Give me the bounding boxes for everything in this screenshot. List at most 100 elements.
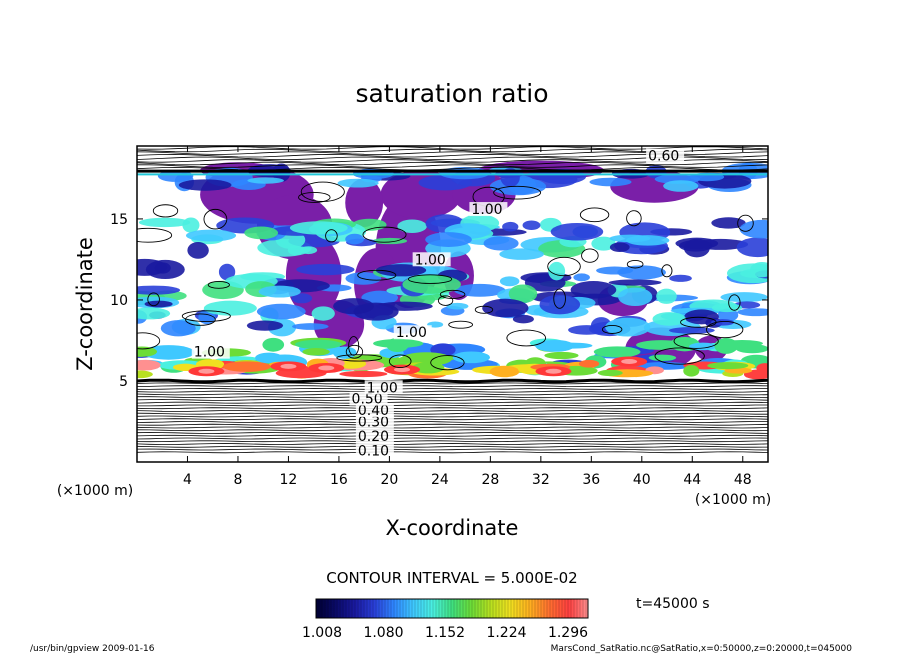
lower-band-blob xyxy=(386,337,409,353)
lower-band-hot-blob xyxy=(339,370,388,378)
cloud-band-blob xyxy=(157,170,194,182)
cloud-base-contour xyxy=(137,378,768,384)
cloud-band-blob xyxy=(425,232,472,247)
x-tick-label: 48 xyxy=(734,472,752,488)
red-core-highlight xyxy=(280,363,297,369)
cloud-band-blob xyxy=(668,326,715,334)
closed-contour xyxy=(506,329,547,347)
contour-line xyxy=(137,401,768,404)
x-tick-label: 8 xyxy=(233,472,242,488)
contour-label: 1.00 xyxy=(367,380,398,396)
closed-contour xyxy=(673,333,719,349)
closed-contour xyxy=(298,191,331,203)
x-tick-label: 20 xyxy=(380,472,398,488)
contour-line xyxy=(137,412,768,415)
contour-line xyxy=(137,443,768,445)
cloud-band-blob xyxy=(750,261,768,278)
y-tick-label: 5 xyxy=(119,374,128,390)
cloud-band-blob xyxy=(482,298,529,318)
colorbar-frame xyxy=(315,598,589,619)
lower-band-hot-blob xyxy=(707,362,749,370)
lower-band-blob xyxy=(593,346,641,358)
cloud-band-blob xyxy=(618,287,653,307)
red-core-highlight xyxy=(318,365,335,371)
contour-label: 1.00 xyxy=(471,202,502,218)
lower-band-hot-blob xyxy=(578,359,600,368)
closed-contour xyxy=(185,313,216,326)
red-core-highlight xyxy=(621,359,638,365)
lower-band-blob xyxy=(544,351,579,360)
cloud-band-blob xyxy=(311,306,335,321)
y-tick-label: 15 xyxy=(110,212,128,228)
contour-label: 0.50 xyxy=(352,392,383,408)
contour-line xyxy=(137,382,768,385)
cloud-band-blob xyxy=(291,323,329,330)
lower-band-hot-blob xyxy=(137,359,161,371)
x-unit-label-left: (×1000 m) xyxy=(57,483,133,499)
colorbar-ticks: 1.008 1.080 1.152 1.224 1.296 xyxy=(302,625,588,641)
closed-contour xyxy=(362,226,407,243)
cloud-band-blob xyxy=(291,293,313,304)
cloud-band-blob xyxy=(625,235,670,246)
cloud-band-blob xyxy=(570,281,617,299)
x-tick-label: 36 xyxy=(582,472,600,488)
cloud-band-blob xyxy=(522,220,541,230)
contour-line xyxy=(137,451,768,454)
cloud-band-blob xyxy=(247,177,284,184)
x-tick-label: 28 xyxy=(481,472,499,488)
contour-line xyxy=(137,434,768,437)
cloud-band-blob xyxy=(375,264,427,277)
cloud-band-blob xyxy=(258,285,301,298)
contour-line xyxy=(137,421,768,423)
cloud-band-blob xyxy=(345,233,364,245)
cloud-band-blob xyxy=(609,242,630,252)
colorbar-tick-label: 1.224 xyxy=(486,625,526,641)
contour-line xyxy=(137,398,768,401)
x-tick-label: 24 xyxy=(431,472,449,488)
cloud-band-blob xyxy=(608,279,662,286)
closed-contour xyxy=(493,185,542,200)
contour-labels: 0.100.200.300.400.501.000.601.001.001.00… xyxy=(191,148,685,460)
closed-contour xyxy=(553,288,566,309)
contour-label-bg xyxy=(364,380,403,395)
contour-line xyxy=(137,437,768,440)
cloud-band-blob xyxy=(617,265,666,280)
lower-band-blob xyxy=(714,338,738,354)
cloud-band-blob xyxy=(289,221,348,235)
cloud-band-blob xyxy=(499,248,544,260)
lower-band-hot-blob xyxy=(489,365,520,378)
contour-label-bg xyxy=(469,202,508,217)
closed-contour xyxy=(336,354,383,362)
cloud-band-blob xyxy=(573,273,590,282)
cloud-band-blob xyxy=(218,263,236,281)
lower-band-blob xyxy=(262,337,285,352)
cloud-band-blob xyxy=(508,284,538,304)
closed-contour xyxy=(579,207,610,223)
plot-area: 0.100.200.300.400.501.000.601.001.001.00… xyxy=(137,146,768,462)
cloud-band-blob xyxy=(739,219,768,239)
y-tick-label: 10 xyxy=(110,293,128,309)
closed-contour xyxy=(325,229,338,243)
contour-label-bg xyxy=(646,148,685,163)
contour-label: 1.00 xyxy=(415,252,446,268)
cloud-band-blob xyxy=(591,236,616,251)
plot-frame xyxy=(136,145,769,463)
lower-band-hot-blob xyxy=(222,361,271,372)
cloud-band-blob xyxy=(256,303,306,320)
contour-label-bg xyxy=(355,414,394,429)
cloud-band-blob xyxy=(353,302,399,321)
contour-line xyxy=(137,423,768,426)
closed-contour xyxy=(357,269,397,281)
colorbar-stripes xyxy=(315,599,587,618)
colorbar-tick-label: 1.080 xyxy=(363,625,403,641)
x-tick-label: 16 xyxy=(330,472,348,488)
cloud-band-blob xyxy=(160,320,196,337)
closed-contour xyxy=(601,324,623,334)
contour-label-bg xyxy=(412,252,451,267)
closed-contour xyxy=(680,316,717,328)
cloud-band-blob xyxy=(652,312,686,326)
contour-line xyxy=(137,440,768,443)
lower-band-blob xyxy=(648,354,677,362)
closed-contour xyxy=(728,294,741,311)
closed-contour xyxy=(181,310,231,322)
